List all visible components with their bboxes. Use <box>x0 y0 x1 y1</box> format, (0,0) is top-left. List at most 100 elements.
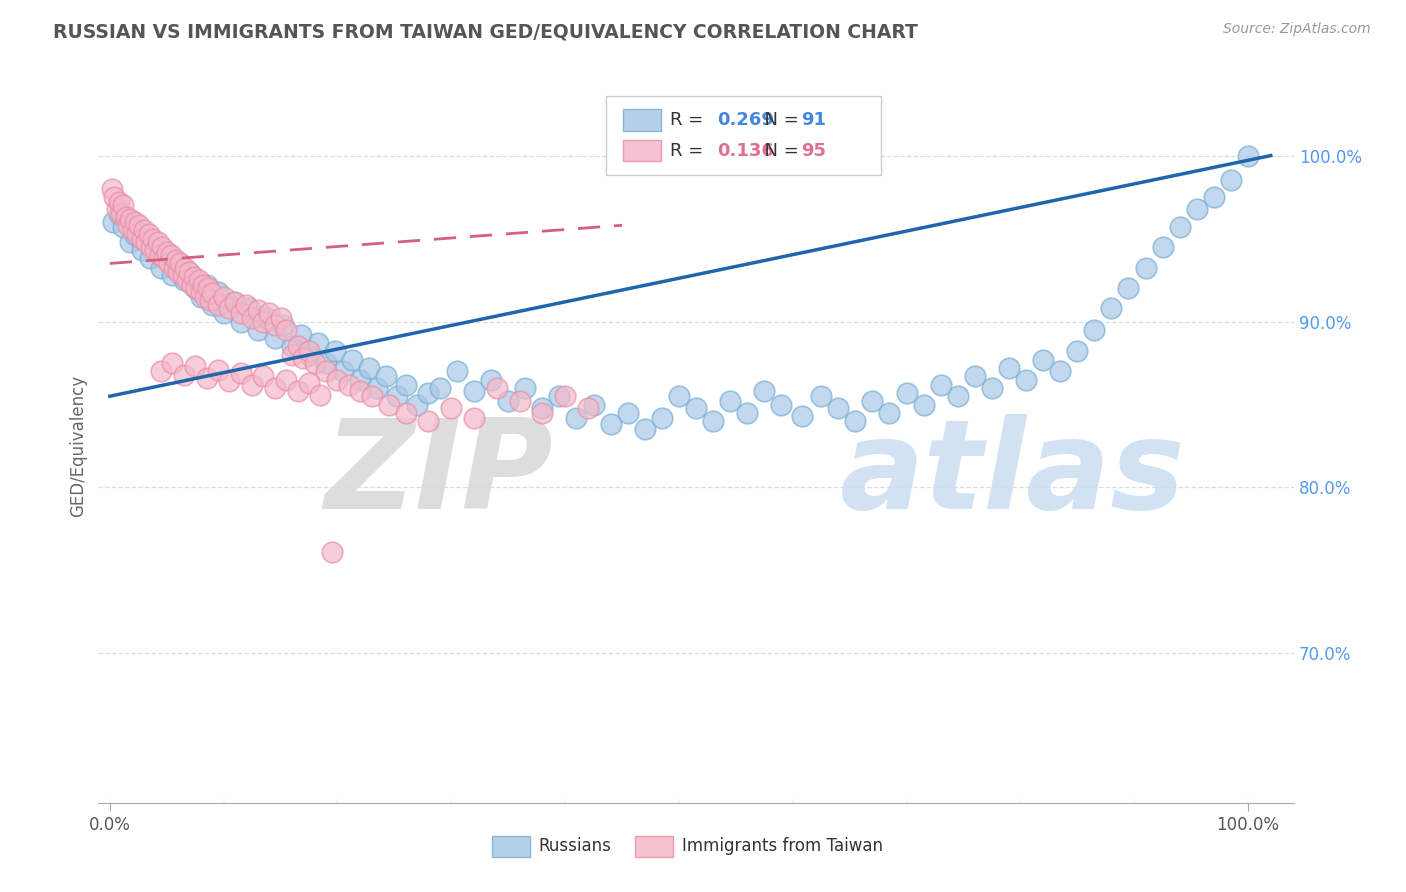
Point <box>142 231 165 245</box>
Point <box>212 306 235 320</box>
Point <box>323 344 346 359</box>
Point <box>463 410 485 425</box>
Point <box>186 281 208 295</box>
Point <box>287 384 309 399</box>
Point <box>429 381 451 395</box>
Point <box>195 371 218 385</box>
Point <box>754 384 776 399</box>
Point <box>179 265 201 279</box>
Point <box>349 384 371 399</box>
Point <box>576 401 599 415</box>
Point <box>143 240 166 254</box>
Point <box>963 369 986 384</box>
Point <box>146 235 169 249</box>
Point <box>634 422 657 436</box>
Point <box>246 323 269 337</box>
Point <box>377 397 399 411</box>
Point <box>222 294 245 309</box>
Point <box>418 414 440 428</box>
Point <box>201 286 224 301</box>
Text: atlas: atlas <box>839 414 1185 535</box>
Point <box>395 377 418 392</box>
Point <box>174 261 197 276</box>
Text: ZIP: ZIP <box>323 414 553 535</box>
Point <box>287 339 309 353</box>
FancyBboxPatch shape <box>636 836 673 857</box>
Point <box>180 278 202 293</box>
Point <box>827 401 849 415</box>
Point <box>702 414 724 428</box>
Point <box>1032 352 1054 367</box>
Point <box>207 285 229 299</box>
Point <box>810 389 832 403</box>
Point <box>271 318 294 332</box>
Text: 91: 91 <box>801 111 827 128</box>
FancyBboxPatch shape <box>623 109 661 130</box>
Point <box>360 389 382 403</box>
Point <box>406 397 429 411</box>
Point <box>270 311 292 326</box>
Point <box>218 374 240 388</box>
Point <box>103 190 125 204</box>
Point <box>224 294 246 309</box>
Point <box>321 545 343 559</box>
Point <box>440 401 463 415</box>
Point <box>342 352 364 367</box>
Point <box>138 227 160 241</box>
Point <box>298 344 321 359</box>
Point <box>509 394 531 409</box>
Point <box>139 240 162 254</box>
Point <box>332 364 354 378</box>
Point <box>998 361 1021 376</box>
Point <box>256 311 278 326</box>
Point <box>315 356 337 370</box>
Point <box>120 211 142 226</box>
Point <box>298 348 321 362</box>
Point <box>201 298 224 312</box>
Point <box>735 406 758 420</box>
Point <box>143 243 166 257</box>
Point <box>1202 190 1225 204</box>
Point <box>1135 261 1157 276</box>
Point <box>132 223 155 237</box>
Point <box>263 381 285 395</box>
Point <box>172 268 194 282</box>
Point <box>128 219 150 233</box>
Point <box>257 306 280 320</box>
FancyBboxPatch shape <box>623 140 661 161</box>
Point <box>281 339 304 353</box>
Point <box>150 261 173 276</box>
Point <box>298 376 321 390</box>
Point <box>582 397 605 411</box>
Point <box>190 290 212 304</box>
Point <box>169 256 191 270</box>
Point <box>252 369 274 384</box>
Point <box>110 207 132 221</box>
Text: RUSSIAN VS IMMIGRANTS FROM TAIWAN GED/EQUIVALENCY CORRELATION CHART: RUSSIAN VS IMMIGRANTS FROM TAIWAN GED/EQ… <box>53 22 918 41</box>
Point <box>276 323 298 337</box>
Point <box>117 219 139 233</box>
Point <box>162 261 184 276</box>
Point <box>162 268 184 282</box>
Point <box>240 311 263 326</box>
Point <box>685 401 707 415</box>
Point <box>479 373 502 387</box>
Point <box>207 362 229 376</box>
Point <box>127 227 149 241</box>
Point <box>157 256 180 270</box>
Point <box>1066 344 1088 359</box>
Text: R =: R = <box>669 111 709 128</box>
Point <box>366 381 388 395</box>
Point <box>263 331 285 345</box>
Point <box>229 366 252 380</box>
Y-axis label: GED/Equivalency: GED/Equivalency <box>69 375 87 517</box>
Point <box>131 231 153 245</box>
Point <box>896 385 918 400</box>
Point <box>176 273 198 287</box>
Point <box>1219 173 1241 187</box>
Point <box>124 215 146 229</box>
Point <box>790 409 813 424</box>
Point <box>548 389 571 403</box>
Point <box>229 314 252 328</box>
Point <box>770 397 793 411</box>
